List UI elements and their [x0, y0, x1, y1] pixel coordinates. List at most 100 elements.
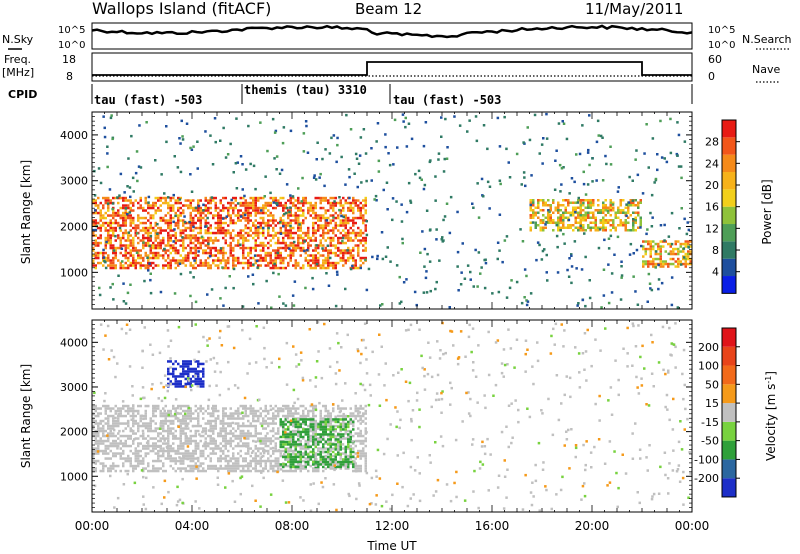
echo-cell — [329, 239, 332, 242]
echo-cell — [302, 264, 305, 267]
echo-cell — [279, 204, 282, 207]
echo-cell — [132, 246, 135, 250]
echo-cell — [194, 266, 197, 270]
echo-speckle — [312, 176, 316, 179]
echo-speckle — [498, 145, 502, 148]
echo-cell — [307, 447, 310, 450]
echo-cell — [99, 251, 102, 255]
nsky-tick-top: 10^5 — [58, 25, 85, 36]
echo-cell — [132, 467, 135, 470]
echo-cell — [154, 201, 157, 205]
echo-speckle — [628, 175, 631, 179]
echo-cell — [114, 214, 117, 217]
echo-cell — [114, 246, 117, 250]
echo-cell — [122, 464, 125, 468]
echo-cell — [359, 457, 362, 460]
echo-cell — [122, 221, 125, 225]
echo-cell — [234, 196, 237, 200]
echo-cell — [287, 447, 290, 450]
echo-cell — [132, 422, 135, 425]
echo-cell — [332, 447, 335, 450]
echo-cell — [169, 209, 172, 212]
echo-cell — [272, 236, 275, 240]
echo-cell — [204, 259, 207, 262]
nsky-tick-bottom: 10^0 — [58, 40, 85, 51]
echo-cell — [284, 464, 287, 468]
echo-cell — [297, 430, 300, 434]
echo-speckle — [567, 275, 571, 278]
echo-cell — [137, 412, 140, 415]
echo-cell — [112, 221, 115, 225]
freq-frame — [91, 52, 693, 82]
echo-cell — [289, 423, 292, 426]
echo-cell — [147, 264, 150, 267]
echo-cell — [292, 231, 295, 235]
echo-cell — [674, 247, 677, 251]
echo-cell — [279, 266, 282, 270]
echo-speckle — [196, 167, 199, 170]
echo-cell — [282, 204, 285, 207]
echo-cell — [274, 459, 277, 463]
echo-cell — [237, 427, 240, 430]
echo-speckle — [505, 296, 509, 299]
echo-cell — [154, 231, 157, 235]
echo-cell — [639, 221, 642, 224]
echo-cell — [109, 229, 112, 232]
echo-cell — [109, 259, 112, 262]
echo-cell — [154, 414, 157, 418]
echo-cell — [132, 414, 135, 418]
echo-cell — [137, 254, 140, 257]
echo-cell — [324, 211, 327, 215]
echo-cell — [602, 226, 605, 229]
echo-cell — [554, 209, 557, 212]
echo-cell — [329, 422, 332, 425]
echo-cell — [309, 434, 312, 438]
echo-cell — [184, 427, 187, 430]
echo-cell — [179, 459, 182, 463]
echo-cell — [324, 259, 327, 262]
echo-cell — [619, 209, 622, 212]
echo-cell — [262, 409, 265, 413]
echo-cell — [254, 206, 257, 210]
echo-cell — [212, 246, 215, 250]
echo-cell — [272, 417, 275, 420]
echo-cell — [114, 464, 117, 468]
echo-speckle — [292, 304, 296, 307]
echo-cell — [257, 254, 260, 257]
echo-cell — [232, 462, 235, 465]
echo-speckle — [405, 278, 408, 281]
echo-cell — [219, 226, 222, 230]
echo-cell — [594, 209, 597, 212]
echo-cell — [132, 469, 135, 473]
echo-cell — [299, 266, 302, 270]
echo-cell — [107, 419, 110, 423]
echo-cell — [192, 216, 195, 220]
echo-cell — [279, 259, 282, 262]
echo-cell — [217, 229, 220, 232]
echo-cell — [594, 226, 597, 229]
echo-cell — [272, 226, 275, 230]
echo-cell — [97, 251, 100, 255]
echo-cell — [687, 257, 690, 261]
echo-cell — [302, 437, 305, 440]
echo-cell — [197, 407, 200, 410]
echo-cell — [254, 231, 257, 235]
echo-cell — [307, 435, 310, 439]
echo-cell — [222, 256, 225, 260]
echo-cell — [362, 449, 365, 453]
echo-cell — [287, 443, 290, 446]
echo-cell — [332, 229, 335, 232]
echo-cell — [129, 407, 132, 410]
echo-cell — [127, 434, 130, 438]
echo-cell — [132, 216, 135, 220]
echo-cell — [157, 241, 160, 245]
echo-cell — [159, 439, 162, 443]
echo-cell — [104, 256, 107, 260]
echo-cell — [357, 469, 360, 473]
echo-cell — [324, 409, 327, 413]
echo-cell — [302, 219, 305, 222]
echo-cell — [292, 196, 295, 200]
echo-cell — [109, 407, 112, 410]
echo-cell — [174, 246, 177, 250]
echo-cell — [314, 407, 317, 410]
